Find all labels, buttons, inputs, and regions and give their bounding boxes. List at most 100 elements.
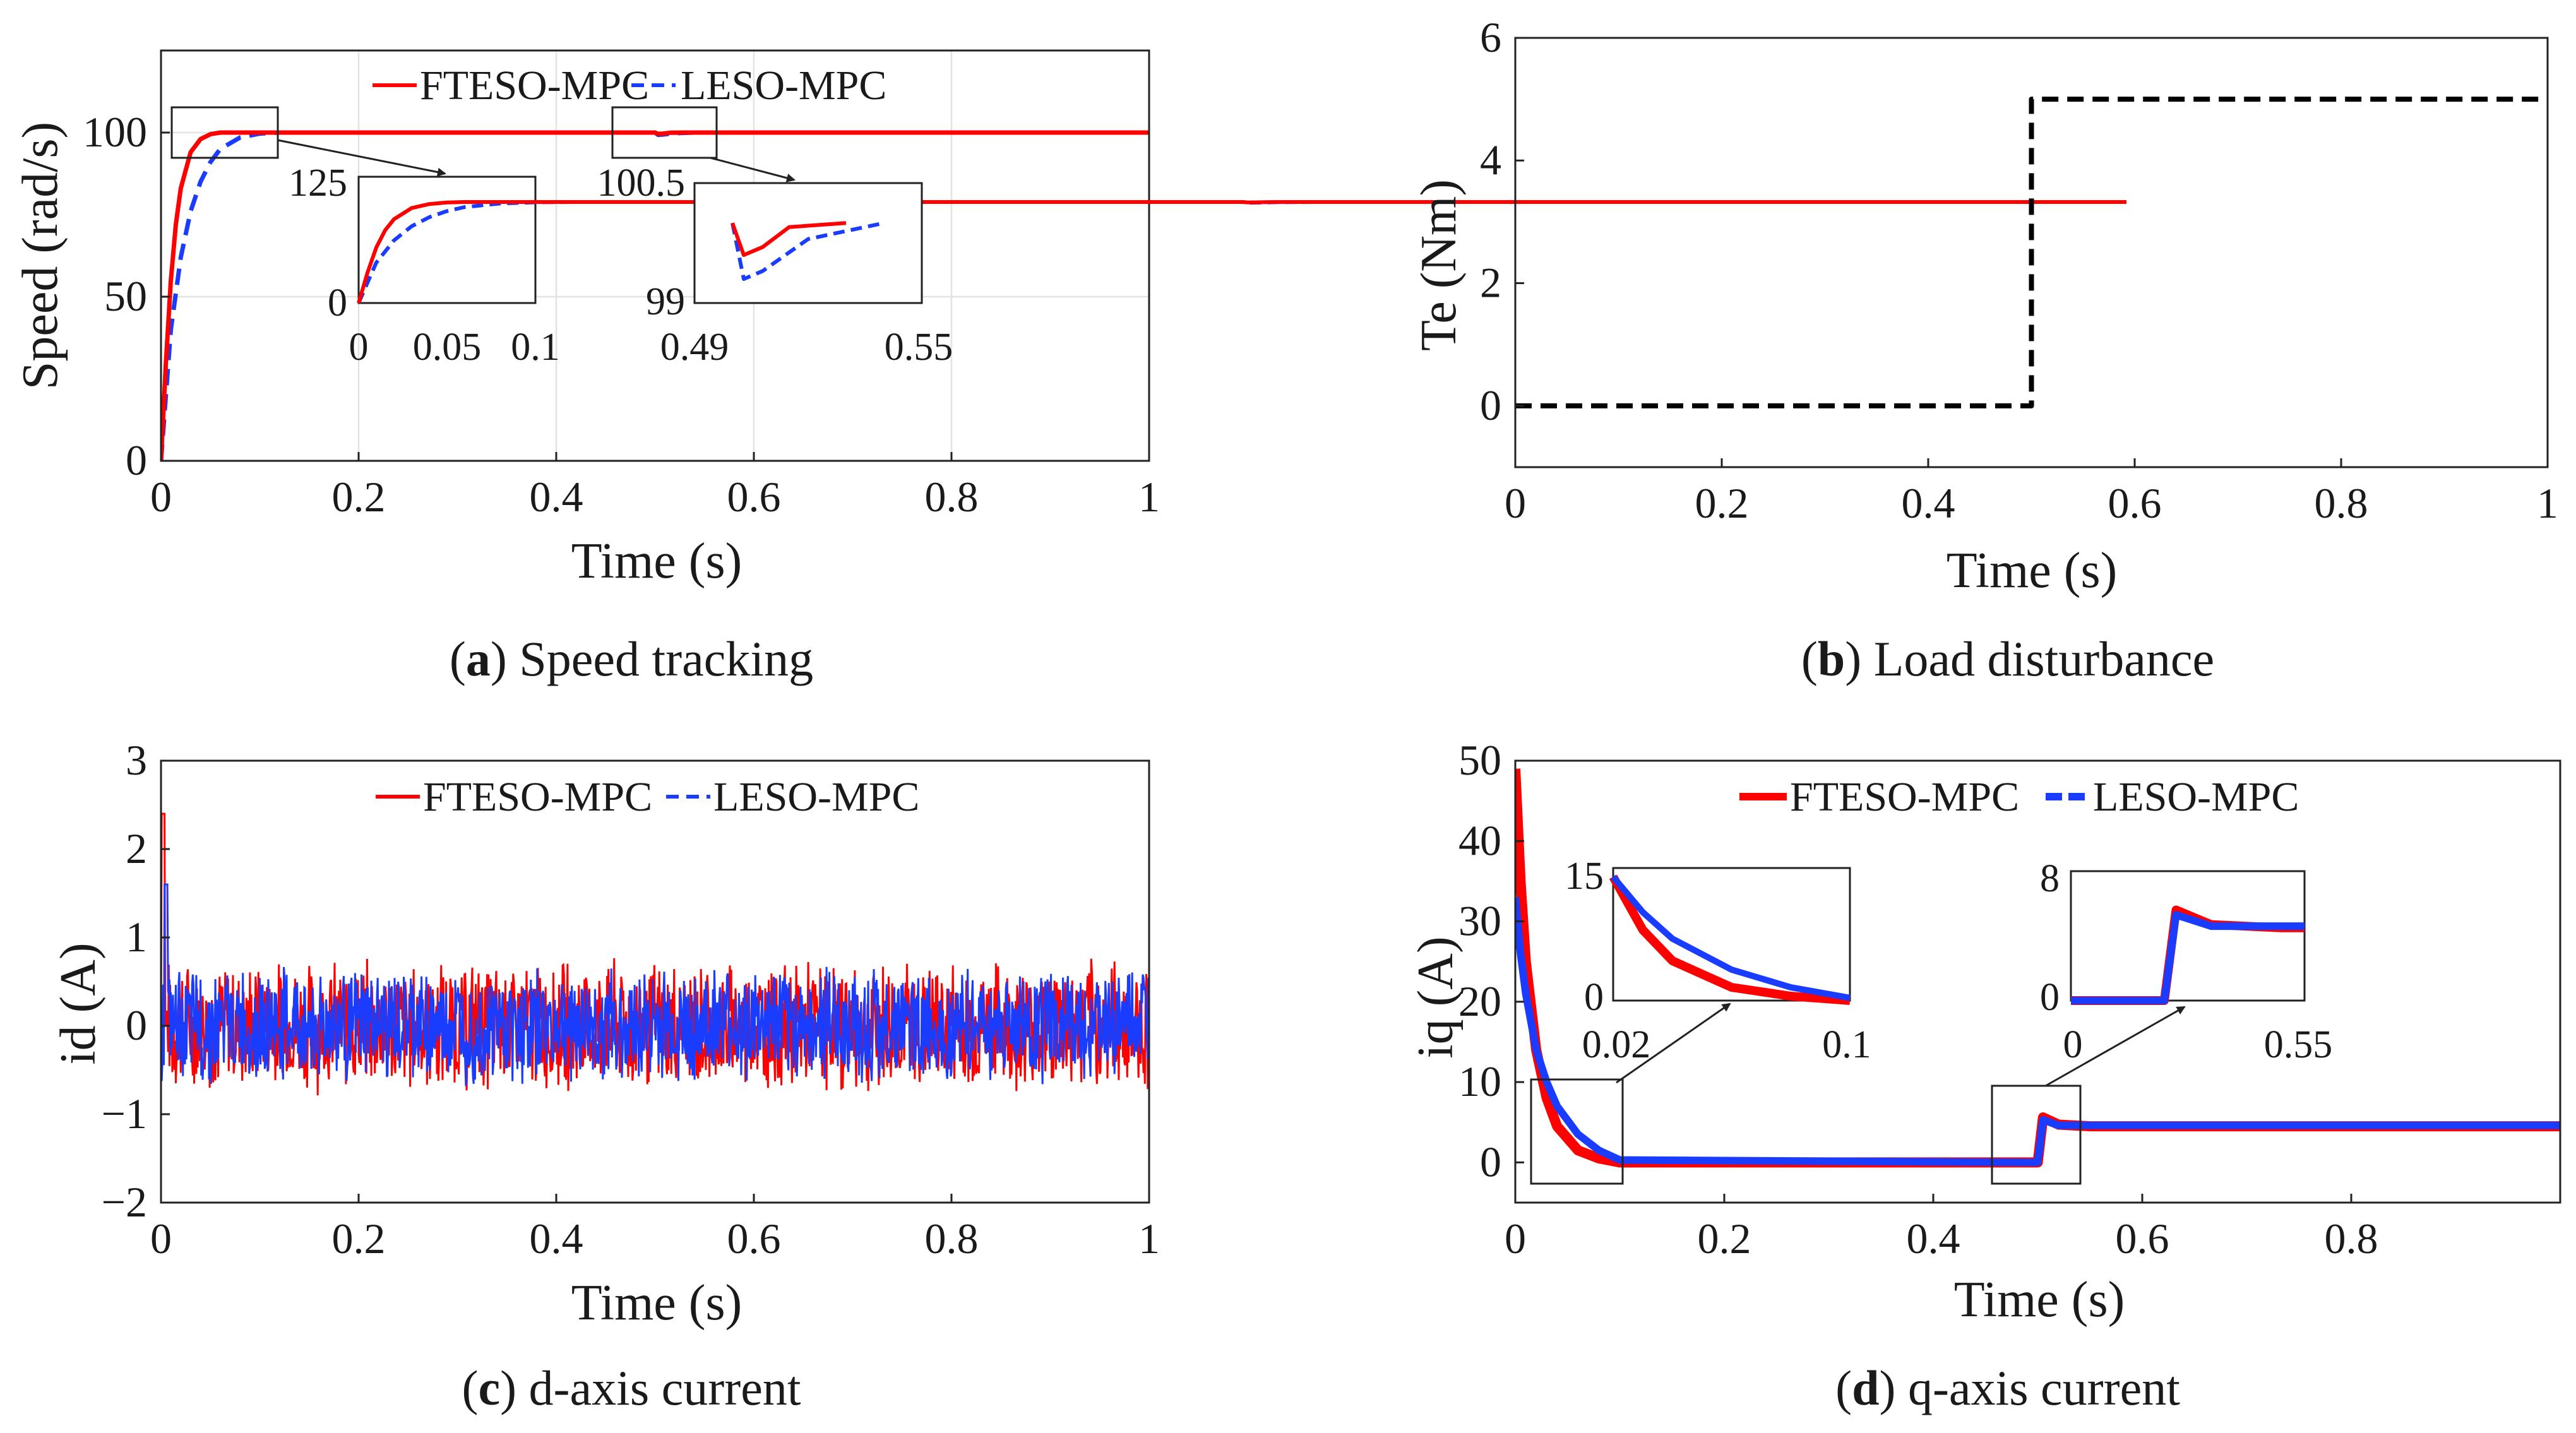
- a-inset-2-frame: [693, 182, 923, 304]
- c-ytick-label-1: −1: [102, 1090, 147, 1138]
- a-inset-2-ytick-top: 100.5: [597, 162, 686, 205]
- b-xlabel: Time (s): [1947, 543, 2117, 598]
- c-xtick-label-3: 0.6: [727, 1215, 781, 1263]
- d-inset-1-xtick-1: 0.1: [1822, 1023, 1871, 1066]
- d-xtick-label-4: 0.8: [2325, 1215, 2378, 1263]
- d-ytick-label-3: 30: [1458, 897, 1501, 945]
- c-legend-bg: [373, 770, 941, 821]
- a-legend-fteso-label: FTESO-MPC: [420, 62, 649, 109]
- d-series-leso-line: [1515, 896, 2560, 1167]
- panel-b-load-disturbance: 0 0.2 0.4 0.6 0.8 1 0 2 4 6 Time (s) Te (Nm): [1411, 13, 2558, 598]
- caption-d-label: d: [1852, 1360, 1879, 1415]
- caption-a-label: a: [466, 631, 491, 686]
- c-ytick-label-3: 1: [126, 913, 147, 961]
- c-series-fteso-line: [161, 812, 1149, 1096]
- d-ytick-label-1: 10: [1458, 1057, 1501, 1105]
- c-series-leso-line: [161, 883, 1149, 1086]
- c-xtick-label-2: 0.4: [530, 1215, 583, 1263]
- c-xtick-label-0: 0: [150, 1215, 172, 1263]
- b-ytick-label-0: 0: [1480, 381, 1501, 429]
- a-xtick-label-4: 0.8: [925, 473, 979, 521]
- d-xlabel: Time (s): [1954, 1272, 2125, 1328]
- b-xtick-label-2: 0.4: [1902, 479, 1955, 527]
- d-inset-1-fteso-line: [1609, 874, 1851, 1005]
- a-legend: FTESO-MPC LESO-MPC: [373, 62, 886, 109]
- d-xtick-label-3: 0.6: [2116, 1215, 2169, 1263]
- a-xlabel: Time (s): [571, 533, 742, 589]
- a-plot-frame: [160, 49, 1150, 462]
- a-inset-2-fteso-line: [730, 221, 847, 257]
- caption-b-text: Load disturbance: [1874, 631, 2214, 686]
- caption-c-label: c: [478, 1360, 500, 1415]
- a-zoom-box-2: [611, 106, 718, 159]
- caption-a-text: Speed tracking: [519, 631, 813, 686]
- d-legend-leso-label: LESO-MPC: [2093, 774, 2299, 820]
- d-inset-2-xtick-1: 0.55: [2264, 1023, 2333, 1066]
- caption-c-text: d-axis current: [529, 1360, 801, 1415]
- b-ticks: 0 0.2 0.4 0.6 0.8 1 0 2 4 6: [1480, 13, 2558, 527]
- caption-d-text: q-axis current: [1908, 1360, 2180, 1415]
- a-xtick-label-5: 1: [1138, 473, 1160, 521]
- d-inset-2-frame: [2070, 870, 2306, 1002]
- svg-text:(d) q-axis current: (d) q-axis current: [1835, 1360, 2180, 1415]
- c-legend-leso-label: LESO-MPC: [713, 774, 919, 820]
- a-series-group: [161, 130, 1149, 461]
- caption-d: (d) q-axis current: [1835, 1360, 2180, 1415]
- a-ytick-label-0: 0: [126, 436, 147, 484]
- a-zoom-arrow-1: [277, 139, 446, 177]
- b-plot-frame: [1514, 37, 2549, 468]
- b-xtick-label-4: 0.8: [2315, 479, 2368, 527]
- c-legend: FTESO-MPC LESO-MPC: [373, 770, 941, 821]
- d-inset-1-xtick-0: 0.02: [1582, 1023, 1651, 1066]
- b-series-group: [1515, 97, 2548, 408]
- c-ytick-label-0: −2: [102, 1178, 147, 1226]
- a-ytick-label-1: 50: [104, 272, 147, 320]
- caption-b: (b) Load disturbance: [1801, 631, 2214, 686]
- d-legend-bg: [1736, 767, 2399, 824]
- d-ticks: 0 0.2 0.4 0.6 0.8 0 10 20 30 40 50: [1458, 736, 2378, 1263]
- d-inset-1-leso-line: [1611, 874, 1851, 1001]
- c-ytick-label-5: 3: [126, 736, 147, 784]
- b-series-te-line: [1515, 97, 2548, 408]
- d-inset-2-ytick-bottom: 0: [2040, 976, 2060, 1019]
- d-xtick-label-1: 0.2: [1698, 1215, 1751, 1263]
- d-ytick-label-5: 50: [1458, 736, 1501, 784]
- b-ytick-label-3: 6: [1480, 13, 1501, 61]
- a-inset-1-xtick-1: 0.05: [413, 326, 482, 369]
- a-xtick-label-0: 0: [150, 473, 172, 521]
- c-series-group: [161, 812, 1149, 1096]
- c-ticks: 0 0.2 0.4 0.6 0.8 1 −2 −1 0 1 2 3: [102, 736, 1160, 1263]
- svg-text:(b) Load disturbance: (b) Load disturbance: [1801, 631, 2214, 686]
- c-xlabel: Time (s): [571, 1275, 742, 1331]
- c-plot-frame: [160, 759, 1150, 1204]
- a-inset-2-xtick-0: 0.49: [660, 326, 729, 369]
- b-xtick-label-3: 0.6: [2108, 479, 2162, 527]
- a-inset-1-frame: [357, 175, 537, 304]
- d-ytick-label-2: 20: [1458, 977, 1501, 1025]
- a-inset-1-series: [357, 200, 2126, 304]
- d-inset-1-ytick-bottom: 0: [1584, 976, 1604, 1019]
- b-ytick-label-2: 4: [1480, 136, 1501, 184]
- d-series-group: [1515, 768, 2560, 1168]
- c-ytick-label-4: 2: [126, 824, 147, 872]
- c-legend-fteso-label: FTESO-MPC: [423, 774, 652, 820]
- d-inset-2-series: [2071, 905, 2305, 1005]
- a-zoom-box-1: [170, 106, 279, 159]
- c-xtick-label-4: 0.8: [925, 1215, 979, 1263]
- d-xtick-label-2: 0.4: [1907, 1215, 1960, 1263]
- b-ytick-label-1: 2: [1480, 259, 1501, 307]
- d-inset-2-leso-line: [2071, 911, 2305, 1004]
- panel-d-q-axis-current: 0 0.2 0.4 0.6 0.8 0 10 20 30 40 50 Time (s) iq (A)…: [1408, 736, 2561, 1328]
- d-ytick-label-4: 40: [1458, 816, 1501, 864]
- d-ytick-label-0: 0: [1480, 1138, 1501, 1186]
- a-ylabel: Speed (rad/s): [13, 122, 68, 389]
- d-inset-1-series: [1609, 874, 1851, 1005]
- d-xtick-label-0: 0: [1505, 1215, 1526, 1263]
- d-legend-fteso-label: FTESO-MPC: [1790, 774, 2019, 820]
- a-inset-1-xtick-2: 0.1: [511, 326, 560, 369]
- a-ticks: 0 0.2 0.4 0.6 0.8 1 0 50 100: [83, 108, 1160, 521]
- b-xtick-label-0: 0: [1505, 479, 1526, 527]
- c-xtick-label-1: 0.2: [332, 1215, 386, 1263]
- a-inset-2-series: [730, 221, 885, 281]
